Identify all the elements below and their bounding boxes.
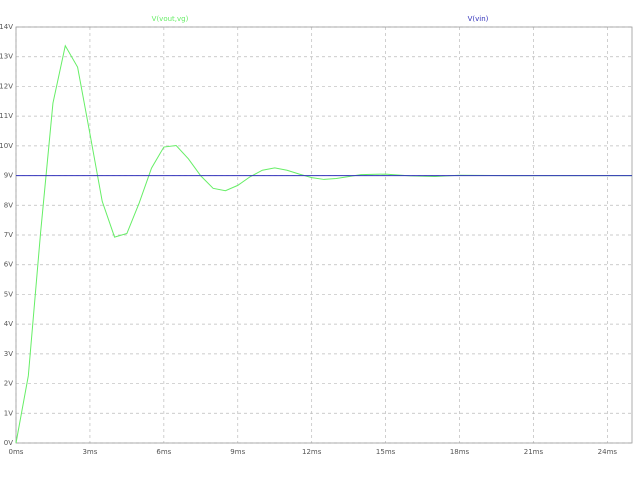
legend-entry: V(vout,vg)	[152, 15, 189, 23]
x-tick-label: 9ms	[230, 448, 245, 456]
x-tick-label: 15ms	[376, 448, 396, 456]
x-tick-label: 0ms	[9, 448, 24, 456]
y-tick-label: 3V	[4, 350, 13, 358]
y-tick-label: 11V	[0, 112, 13, 120]
x-tick-label: 24ms	[598, 448, 618, 456]
series-line	[15, 44, 632, 444]
y-tick-label: 12V	[0, 82, 13, 90]
y-tick-label: 13V	[0, 53, 13, 61]
plot-frame	[15, 26, 633, 444]
y-tick-label: 4V	[4, 320, 13, 328]
x-tick-label: 18ms	[450, 448, 470, 456]
x-tick-label: 21ms	[524, 448, 544, 456]
y-tick-label: 5V	[4, 290, 13, 298]
x-tick-label: 3ms	[82, 448, 97, 456]
y-tick-label: 2V	[4, 380, 13, 388]
x-tick-label: 12ms	[302, 448, 322, 456]
x-tick-label: 6ms	[156, 448, 171, 456]
y-tick-label: 10V	[0, 142, 13, 150]
y-tick-label: 8V	[4, 201, 13, 209]
y-tick-label: 6V	[4, 261, 13, 269]
legend-entry: V(vin)	[468, 15, 489, 23]
y-tick-label: 7V	[4, 231, 13, 239]
y-tick-label: 14V	[0, 23, 13, 31]
y-tick-label: 1V	[4, 409, 13, 417]
y-tick-label: 0V	[4, 439, 13, 447]
y-tick-label: 9V	[4, 172, 13, 180]
